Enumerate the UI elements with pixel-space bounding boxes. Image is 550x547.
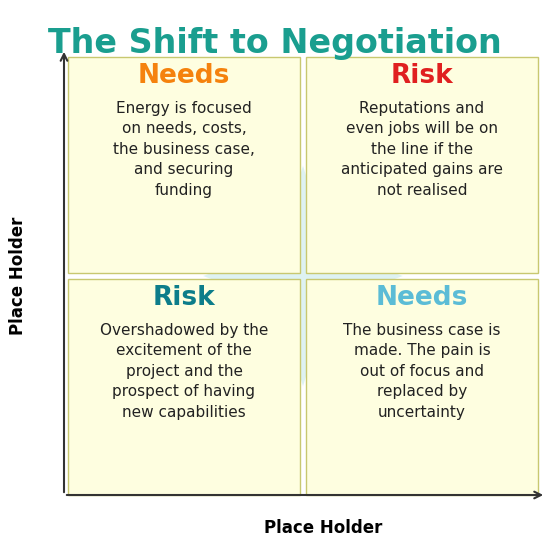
Text: Place Holder: Place Holder: [9, 217, 27, 335]
Bar: [306, 279, 538, 495]
Text: Reputations and
even jobs will be on
the line if the
anticipated gains are
not r: Reputations and even jobs will be on the…: [341, 101, 503, 197]
Bar: [68, 57, 300, 273]
Bar: [68, 279, 300, 495]
Text: Energy is focused
on needs, costs,
the business case,
and securing
funding: Energy is focused on needs, costs, the b…: [113, 101, 255, 197]
Text: Overshadowed by the
excitement of the
project and the
prospect of having
new cap: Overshadowed by the excitement of the pr…: [100, 323, 268, 420]
Text: Risk: Risk: [153, 285, 216, 311]
Text: Place Holder: Place Holder: [264, 519, 382, 537]
Text: The business case is
made. The pain is
out of focus and
replaced by
uncertainty: The business case is made. The pain is o…: [343, 323, 500, 420]
Text: Risk: Risk: [390, 63, 453, 89]
Bar: [306, 57, 538, 273]
Polygon shape: [204, 166, 403, 386]
Text: The Shift to Negotiation: The Shift to Negotiation: [48, 27, 502, 60]
Text: Needs: Needs: [376, 285, 468, 311]
Text: Needs: Needs: [138, 63, 230, 89]
